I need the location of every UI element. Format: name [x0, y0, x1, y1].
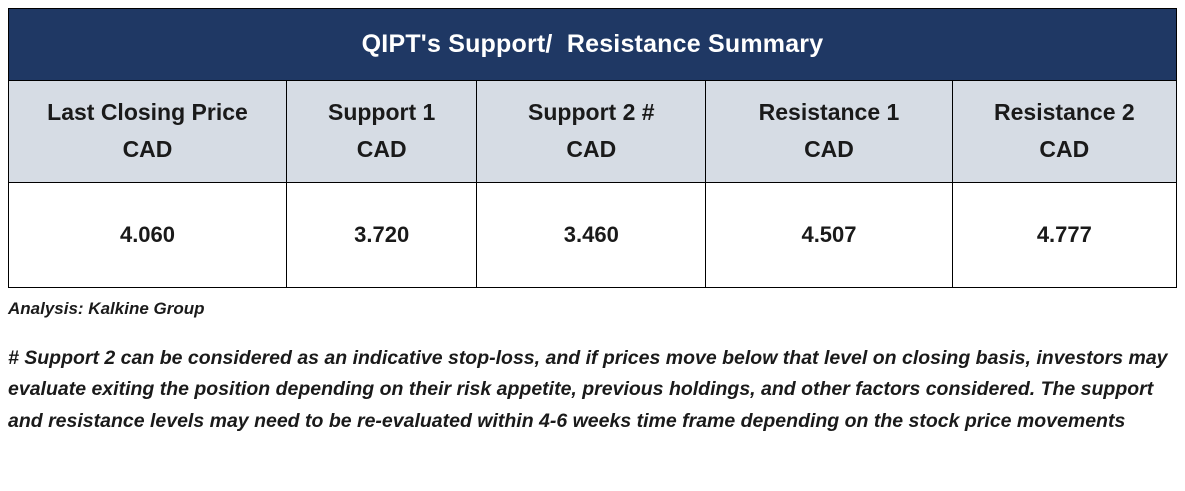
column-unit: CAD — [804, 136, 854, 163]
analysis-source-credit: Analysis: Kalkine Group — [8, 298, 205, 318]
column-unit: CAD — [566, 136, 617, 163]
value-resistance-1: 4.507 — [705, 181, 953, 288]
column-label: Support 1 — [327, 99, 436, 125]
column-unit: CAD — [356, 136, 407, 163]
value-support-2: 3.460 — [476, 181, 707, 288]
value-support-1: 3.720 — [285, 181, 478, 288]
value-last-closing-price: 4.060 — [8, 181, 287, 288]
table-header-row: Last Closing Price CAD Support 1 CAD Sup… — [8, 80, 1178, 183]
stop-loss-footnote: # Support 2 can be considered as an indi… — [8, 346, 1168, 432]
column-header-support-2: Support 2 # CAD — [476, 80, 707, 183]
column-unit: CAD — [1039, 136, 1090, 163]
column-label: Resistance 1 — [758, 99, 900, 125]
table-value-row: 4.060 3.720 3.460 4.507 4.777 — [8, 181, 1178, 288]
column-label: Support 2 # — [528, 99, 655, 125]
support-resistance-figure: QIPT's Support/ Resistance Summary Last … — [8, 8, 1178, 437]
column-header-support-1: Support 1 CAD — [285, 80, 478, 183]
table-title: QIPT's Support/ Resistance Summary — [8, 8, 1177, 81]
column-header-resistance-1: Resistance 1 CAD — [705, 80, 953, 183]
support-resistance-table: QIPT's Support/ Resistance Summary Last … — [8, 8, 1178, 288]
column-header-resistance-2: Resistance 2 CAD — [951, 80, 1178, 183]
table-title-row: QIPT's Support/ Resistance Summary — [8, 8, 1177, 81]
column-header-last-closing-price: Last Closing Price CAD — [8, 80, 287, 183]
column-label: Last Closing Price — [47, 99, 248, 125]
value-resistance-2: 4.777 — [951, 181, 1178, 288]
column-label: Resistance 2 — [994, 99, 1135, 125]
column-unit: CAD — [122, 136, 173, 163]
